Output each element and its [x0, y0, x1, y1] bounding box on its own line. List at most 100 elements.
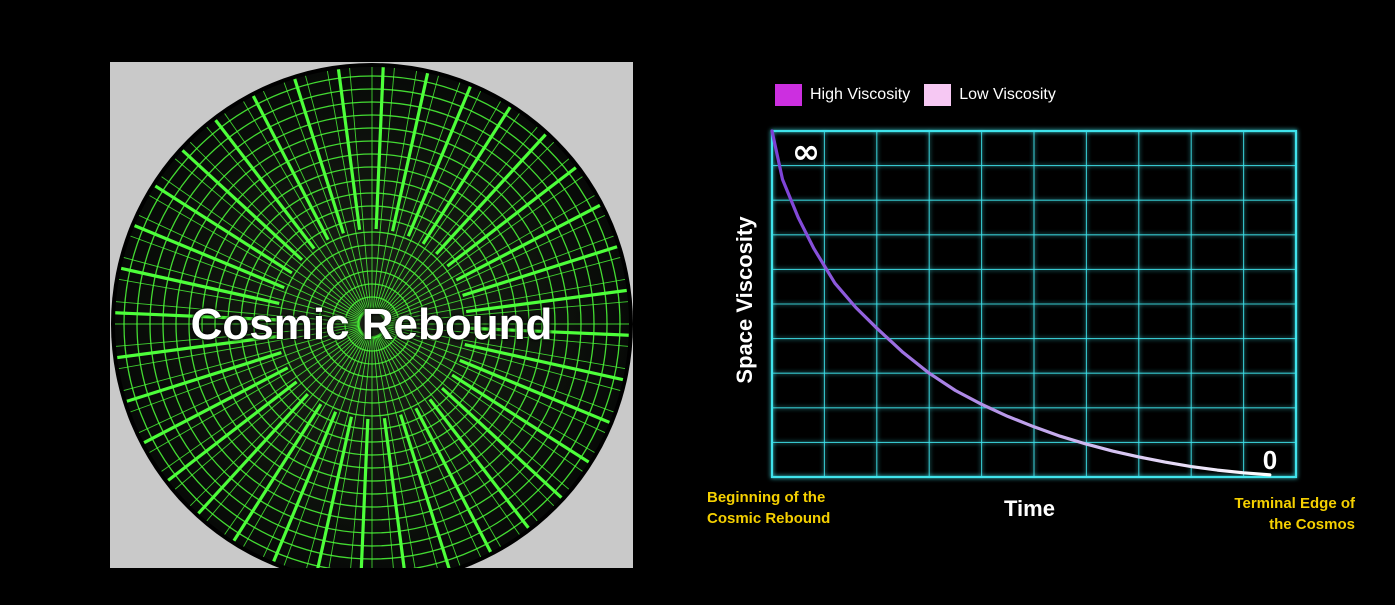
legend-swatch-high [775, 84, 802, 106]
grid-spoke-thin [382, 190, 604, 319]
grid-spoke-thick [374, 67, 386, 230]
grid-spoke-thick [124, 220, 285, 290]
grid-spoke-thick [459, 358, 620, 428]
grid-spoke-thick [414, 407, 497, 562]
grid-spoke-thick [451, 373, 599, 469]
grid-spoke-thin [380, 332, 562, 514]
grid-spoke-thick [116, 351, 282, 406]
grid-spoke-thick [466, 326, 629, 338]
grid-spoke-thin [383, 327, 624, 416]
grid-spoke-thin [373, 335, 419, 568]
grid-spoke-thin [153, 170, 363, 318]
grid-spoke-thick [159, 380, 298, 488]
grid-spoke-thin [378, 105, 526, 315]
legend-item-low: Low Viscosity [924, 84, 1056, 106]
grid-spoke-thick [115, 334, 279, 361]
grid-spoke-thin [383, 277, 629, 323]
grid-spoke-thick [421, 97, 517, 245]
grid-spoke-thin [375, 335, 464, 568]
grid-spoke-thin [325, 335, 371, 568]
grid-spoke-thin [182, 134, 364, 316]
grid-spoke-thin [382, 210, 615, 320]
legend-item-high: High Viscosity [775, 84, 910, 106]
grid-spoke-thick [446, 160, 585, 268]
grid-spoke-thick [290, 68, 345, 234]
grid-spoke-thin [115, 254, 361, 322]
x-start-label: Beginning of the Cosmic Rebound [707, 489, 831, 527]
grid-spoke-thin [376, 81, 486, 314]
grid-spoke-thin [381, 330, 591, 478]
grid-spoke-thick [406, 76, 476, 237]
grid-spoke-thick [115, 264, 280, 306]
grid-spoke-thin [167, 331, 364, 496]
grid-spoke-thin [218, 333, 366, 543]
grid-spoke-thick [190, 392, 309, 522]
grid-spoke-thin [129, 210, 362, 320]
grid-spoke-thin [182, 332, 364, 514]
grid-spoke-thick [440, 387, 570, 506]
grid-spoke-thin [302, 67, 370, 313]
grid-spoke-thin [375, 72, 464, 313]
grid-spoke-thick [247, 86, 330, 241]
grid-spoke-thick [435, 126, 554, 256]
grid-spoke-thin [280, 72, 369, 313]
grid-spoke-thin [200, 332, 365, 529]
grid-spoke-thin [373, 67, 419, 313]
legend-label-low: Low Viscosity [959, 86, 1056, 103]
grid-spoke-thin [377, 92, 506, 314]
grid-spoke-thick [174, 142, 304, 261]
grid-spoke-thin [380, 331, 577, 496]
grid-spoke-thin [238, 334, 367, 556]
plot-frame [770, 129, 1298, 479]
grid-spoke-thick [390, 67, 432, 232]
grid-spoke-thin [167, 152, 364, 317]
grid-spoke-thick [335, 67, 362, 231]
grid-spoke-thick [227, 403, 323, 551]
grid-spoke-thin [200, 119, 365, 316]
grid-spoke-thin [380, 152, 577, 317]
grid-spoke-thick [208, 111, 316, 250]
panel-title: Cosmic Rebound [190, 300, 553, 349]
grid-spoke-thick [115, 310, 278, 322]
grid-spoke-thin [374, 335, 442, 568]
grid-spoke-thin [120, 232, 361, 321]
grid-spoke-thin [382, 329, 604, 458]
grid-spoke-thin [348, 67, 372, 313]
legend-label-high: High Viscosity [810, 86, 911, 103]
grid-spoke-thin [379, 119, 544, 316]
y-top-label: ∞ [792, 132, 820, 172]
legend-swatch-low [924, 84, 952, 106]
grid-spoke-thin [383, 324, 629, 348]
x-end-label: Terminal Edge of the Cosmos [1234, 495, 1355, 533]
grid-spoke-thick [145, 179, 293, 275]
grid-spoke-thin [377, 334, 506, 556]
grid-spoke-thin [115, 326, 361, 394]
viscosity-chart: ∞0 [770, 129, 1298, 479]
grid-spoke-thick [455, 199, 610, 282]
grid-spoke-thin [383, 232, 624, 321]
grid-spoke-thin [153, 330, 363, 478]
x-axis-label: Time [1004, 496, 1055, 521]
grid-spoke-thin [383, 325, 629, 371]
grid-spoke-thick [134, 366, 289, 449]
grid-spoke-thin [280, 335, 369, 568]
grid-spoke-thin [380, 134, 562, 316]
polar-grid-image [111, 63, 633, 568]
grid-spoke-thin [140, 329, 362, 458]
grid-spoke-thin [115, 277, 361, 323]
grid-spoke-thin [378, 333, 526, 543]
grid-spoke-thick [312, 416, 354, 568]
grid-spoke-thin [115, 300, 361, 324]
grid-spoke-thin [325, 67, 371, 313]
grid-spoke-thick [268, 411, 338, 568]
grid-spoke-thick [464, 342, 629, 384]
grid-spoke-thin [382, 328, 615, 438]
grid-spoke-thin [115, 324, 361, 348]
grid-spoke-thick [465, 287, 629, 314]
grid-spoke-thin [258, 334, 368, 567]
grid-spoke-thin [140, 190, 362, 319]
grid-spoke-thick [399, 414, 454, 568]
grid-spoke-thin [372, 335, 396, 568]
chart-grid [770, 129, 1298, 479]
